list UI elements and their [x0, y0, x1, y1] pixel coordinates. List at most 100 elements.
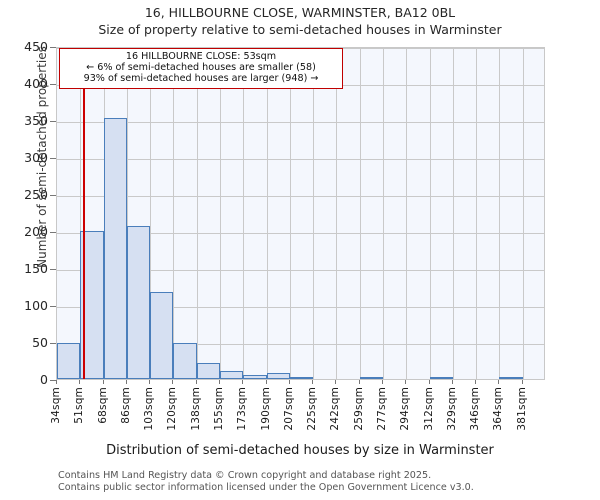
- x-tick-label: 155sqm: [213, 387, 225, 431]
- histogram-bar: [150, 292, 174, 379]
- chart-subtitle: Size of property relative to semi-detach…: [98, 22, 502, 37]
- footer: Contains HM Land Registry data © Crown c…: [58, 470, 598, 493]
- x-tick-mark: [242, 380, 244, 384]
- x-tick-label: 190sqm: [259, 387, 272, 431]
- x-tick-label: 120sqm: [166, 387, 179, 431]
- x-tick-mark: [428, 380, 430, 384]
- gridline-horizontal: [57, 196, 544, 197]
- property-marker-line: [82, 48, 85, 379]
- histogram-bar: [103, 117, 127, 379]
- x-tick-mark: [79, 380, 81, 384]
- gridline-vertical: [476, 48, 478, 379]
- x-tick-label: 329sqm: [445, 387, 458, 431]
- gridline-vertical: [80, 48, 82, 379]
- histogram-bar: [173, 343, 197, 379]
- x-tick-mark: [358, 380, 360, 384]
- y-tick-mark: [50, 306, 56, 307]
- histogram-bar: [243, 375, 267, 379]
- gridline-vertical: [499, 48, 501, 379]
- x-tick-label: 259sqm: [352, 387, 365, 431]
- y-tick-mark: [50, 47, 56, 48]
- x-tick-label: 225sqm: [306, 387, 319, 431]
- gridline-vertical: [126, 48, 128, 379]
- gridline-vertical: [452, 48, 454, 379]
- gridline-vertical: [243, 48, 245, 379]
- x-tick-label: 103sqm: [143, 387, 156, 431]
- plot-area: [56, 47, 545, 380]
- x-tick-mark: [521, 380, 523, 384]
- x-tick-mark: [312, 380, 314, 384]
- histogram-bar: [359, 377, 383, 379]
- x-tick-label: 173sqm: [236, 387, 249, 431]
- annotation-line-1: 16 HILLBOURNE CLOSE: 53sqm: [125, 51, 277, 62]
- gridline-vertical: [266, 48, 268, 379]
- gridline-vertical: [359, 48, 361, 379]
- x-tick-mark: [56, 380, 57, 384]
- x-tick-label: 364sqm: [492, 387, 505, 431]
- x-tick-mark: [288, 380, 290, 384]
- gridline-vertical: [522, 48, 524, 379]
- annotation-box: 16 HILLBOURNE CLOSE: 53sqm ← 6% of semi-…: [59, 48, 343, 89]
- x-tick-label: 277sqm: [376, 387, 388, 431]
- y-tick-mark: [50, 158, 56, 159]
- histogram-bar: [499, 377, 523, 379]
- x-tick-label: 294sqm: [399, 387, 412, 431]
- title-block: 16, HILLBOURNE CLOSE, WARMINSTER, BA12 0…: [0, 4, 600, 38]
- x-tick-mark: [382, 380, 383, 384]
- gridline-vertical: [429, 48, 431, 379]
- histogram-bar: [57, 343, 81, 379]
- x-tick-label: 242sqm: [329, 387, 342, 431]
- x-tick-label: 312sqm: [422, 387, 435, 431]
- gridline-vertical: [220, 48, 221, 379]
- footer-line-1: Contains HM Land Registry data © Crown c…: [58, 470, 432, 481]
- x-tick-mark: [102, 380, 104, 384]
- y-tick-label: 250: [24, 187, 48, 202]
- y-tick-label: 450: [24, 39, 48, 54]
- x-tick-mark: [265, 380, 267, 384]
- gridline-horizontal: [57, 122, 544, 123]
- y-tick-label: 0: [40, 372, 48, 387]
- x-tick-label: 86sqm: [119, 387, 132, 424]
- y-axis-title: Number of semi-detached properties: [35, 46, 49, 268]
- y-tick-label: 200: [24, 224, 48, 239]
- x-tick-label: 207sqm: [282, 387, 295, 431]
- histogram-bar: [289, 376, 314, 379]
- page-title: 16, HILLBOURNE CLOSE, WARMINSTER, BA12 0…: [144, 5, 456, 20]
- y-tick-label: 100: [24, 298, 48, 313]
- gridline-vertical: [173, 48, 175, 379]
- gridline-horizontal: [57, 307, 544, 308]
- gridline-vertical: [383, 48, 384, 379]
- x-tick-mark: [498, 380, 500, 384]
- annotation-line-2: ← 6% of semi-detached houses are smaller…: [86, 62, 316, 74]
- x-tick-label: 34sqm: [50, 387, 62, 424]
- y-tick-mark: [50, 343, 56, 344]
- y-tick-mark: [50, 121, 56, 122]
- gridline-vertical: [289, 48, 291, 379]
- y-tick-label: 400: [24, 76, 48, 91]
- bars-layer: [57, 48, 544, 379]
- x-tick-mark: [451, 380, 453, 384]
- x-tick-mark: [125, 380, 127, 384]
- x-tick-mark: [475, 380, 477, 384]
- y-tick-mark: [50, 269, 56, 270]
- gridline-vertical: [406, 48, 408, 379]
- x-tick-label: 51sqm: [73, 387, 86, 424]
- x-tick-mark: [405, 380, 407, 384]
- x-tick-mark: [195, 380, 197, 384]
- y-tick-label: 50: [32, 335, 48, 350]
- y-tick-mark: [50, 232, 56, 233]
- gridline-vertical: [196, 48, 198, 379]
- y-tick-label: 150: [24, 261, 48, 276]
- gridline-vertical: [313, 48, 315, 379]
- histogram-bar: [126, 225, 151, 379]
- annotation-line-3: 93% of semi-detached houses are larger (…: [83, 73, 319, 85]
- x-tick-mark: [149, 380, 151, 384]
- gridline-vertical: [336, 48, 338, 379]
- gridline-horizontal: [57, 270, 544, 271]
- histogram-bar: [266, 373, 290, 379]
- y-tick-mark: [50, 195, 56, 196]
- x-tick-label: 346sqm: [469, 387, 482, 431]
- gridline-horizontal: [57, 159, 544, 160]
- x-tick-label: 381sqm: [515, 387, 528, 431]
- histogram-bar: [196, 363, 220, 379]
